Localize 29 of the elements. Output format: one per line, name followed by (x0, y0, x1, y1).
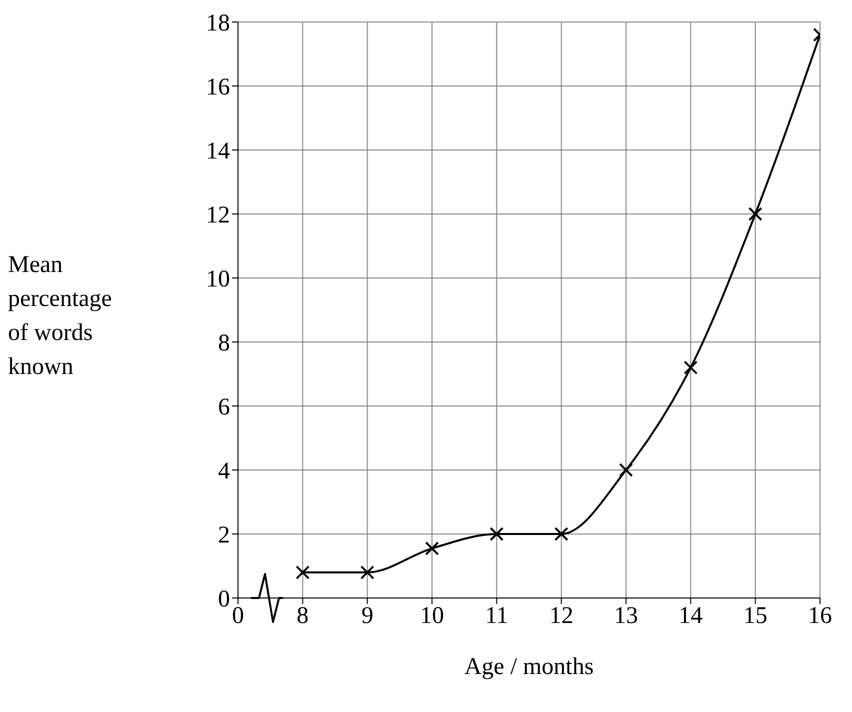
y-axis-title: Mean percentage of words known (8, 251, 113, 382)
point (296, 565, 310, 580)
y-tick-label: 2 (218, 522, 230, 549)
x-tick-label: 11 (485, 603, 508, 630)
point (490, 527, 504, 541)
y-tick-label: 8 (218, 330, 230, 357)
y-tick-label: 4 (218, 458, 230, 485)
x-tick-label: 10 (420, 603, 444, 630)
x-tick-label: 13 (614, 603, 638, 630)
x-tick-label: 8 (296, 603, 309, 630)
x-tick-label: 14 (678, 603, 703, 630)
x-tick-label: 15 (743, 603, 768, 630)
x-tick-label: 12 (549, 603, 574, 630)
y-tick-label: 10 (206, 266, 230, 293)
point (684, 360, 698, 375)
y-tick-label: 0 (218, 586, 230, 613)
point (554, 527, 568, 541)
y-tick-label: 12 (206, 202, 230, 229)
point (425, 541, 439, 556)
x-tick-label: 9 (361, 603, 374, 630)
point (748, 207, 762, 221)
y-tick-label: 18 (206, 10, 230, 37)
y-tick-label: 16 (206, 74, 230, 101)
x-tick-label: 16 (808, 603, 832, 630)
y-tick-label: 14 (206, 138, 230, 165)
y-tick-label: 6 (218, 394, 230, 421)
point (360, 565, 374, 580)
point (619, 463, 633, 477)
x-axis-title: Age / months (464, 654, 594, 680)
